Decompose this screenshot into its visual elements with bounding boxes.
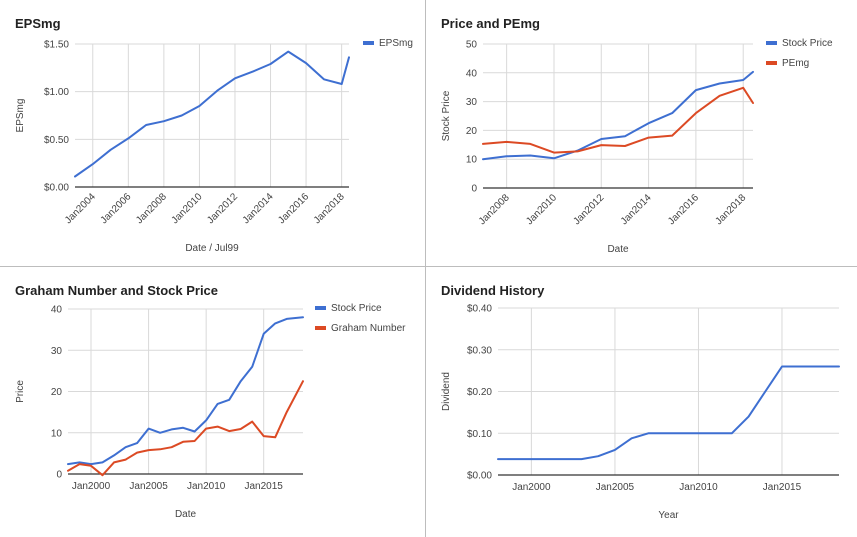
x-tick-label: Jan2008 xyxy=(477,192,512,227)
separator-vertical xyxy=(425,0,426,537)
series-line-dividend xyxy=(497,365,840,461)
x-axis-title: Date / Jul99 xyxy=(185,243,239,254)
series-line-graham-number xyxy=(67,380,304,477)
chart-panel-dividend: Dividend History Jan2000 Jan2005 Jan2010 Jan… xyxy=(427,268,855,536)
y-tick-label: $0.40 xyxy=(467,304,492,315)
y-tick-label: 20 xyxy=(466,126,478,137)
separator-horizontal xyxy=(0,266,857,267)
series-line-pemg xyxy=(482,86,754,154)
y-axis-title: Dividend xyxy=(441,372,452,411)
x-axis-title: Date xyxy=(607,244,629,255)
y-tick-label: 0 xyxy=(56,470,62,481)
x-tick-label: Jan2016 xyxy=(666,192,701,227)
y-tick-label: 0 xyxy=(471,184,477,195)
chart-title: EPSmg xyxy=(15,16,61,31)
y-tick-label: 30 xyxy=(51,346,63,357)
y-tick-label: 20 xyxy=(51,387,63,398)
y-tick-label: 10 xyxy=(51,428,63,439)
y-tick-label: 40 xyxy=(51,305,63,316)
y-tick-label: $1.00 xyxy=(44,87,69,98)
legend-label: Graham Number xyxy=(331,323,406,334)
x-tick-label: Jan2010 xyxy=(170,191,205,226)
x-tick-label: Jan2018 xyxy=(312,191,347,226)
x-tick-label: Jan2000 xyxy=(512,482,551,493)
y-axis-title: EPSmg xyxy=(15,99,26,133)
legend-label: Stock Price xyxy=(782,38,833,49)
x-axis-title: Date xyxy=(175,509,197,520)
y-axis-title: Stock Price xyxy=(441,90,452,141)
series-line-epsmg xyxy=(74,50,350,178)
series-line-stock-price xyxy=(67,316,304,466)
x-tick-label: Jan2008 xyxy=(134,191,169,226)
x-tick-label: Jan2014 xyxy=(241,191,276,226)
y-tick-label: $0.00 xyxy=(467,471,492,482)
x-tick-label: Jan2015 xyxy=(245,481,284,492)
y-axis-title: Price xyxy=(15,380,26,403)
legend-swatch xyxy=(315,306,326,310)
y-tick-label: $1.50 xyxy=(44,40,69,51)
series-line-stock-price xyxy=(482,70,754,161)
legend-label: Stock Price xyxy=(331,303,382,314)
chart-title: Price and PEmg xyxy=(441,16,540,31)
y-tick-label: 30 xyxy=(466,97,478,108)
x-tick-label: Jan2012 xyxy=(571,192,606,227)
y-tick-label: 50 xyxy=(466,40,478,51)
legend-swatch xyxy=(315,326,326,330)
chart-svg-price-pemg: Price and PEmg Jan2008 Jan2010 Jan2012 Jan20… xyxy=(441,16,833,255)
x-tick-label: Jan2010 xyxy=(679,482,718,493)
chart-svg-graham: Graham Number and Stock Price Jan2000 Jan2… xyxy=(15,283,406,520)
x-tick-label: Jan2010 xyxy=(187,481,226,492)
chart-title: Graham Number and Stock Price xyxy=(15,283,218,298)
chart-title: Dividend History xyxy=(441,283,545,298)
chart-svg-epsmg: EPSmg Jan2004 Jan2006 Jan2008 Jan2010 Jan2012… xyxy=(15,16,413,254)
x-tick-label: Jan2018 xyxy=(713,192,748,227)
y-tick-label: $0.10 xyxy=(467,429,492,440)
x-tick-label: Jan2000 xyxy=(72,481,111,492)
y-tick-label: $0.30 xyxy=(467,345,492,356)
legend-swatch xyxy=(766,41,777,45)
y-tick-label: 10 xyxy=(466,155,478,166)
chart-panel-graham: Graham Number and Stock Price Jan2000 Jan2… xyxy=(1,268,424,536)
y-tick-label: $0.00 xyxy=(44,183,69,194)
legend-swatch xyxy=(363,41,374,45)
x-tick-label: Jan2010 xyxy=(524,192,559,227)
chart-svg-dividend: Dividend History Jan2000 Jan2005 Jan2010 Jan… xyxy=(441,283,840,521)
x-tick-label: Jan2005 xyxy=(596,482,635,493)
x-tick-label: Jan2012 xyxy=(205,191,240,226)
x-tick-label: Jan2016 xyxy=(276,191,311,226)
x-tick-label: Jan2014 xyxy=(619,192,654,227)
chart-panel-epsmg: EPSmg Jan2004 Jan2006 Jan2008 Jan2010 Jan2012… xyxy=(1,1,424,265)
y-tick-label: $0.20 xyxy=(467,387,492,398)
legend-label: PEmg xyxy=(782,58,809,69)
chart-panel-price-pemg: Price and PEmg Jan2008 Jan2010 Jan2012 Jan20… xyxy=(427,1,855,265)
legend-swatch xyxy=(766,61,777,65)
x-tick-label: Jan2006 xyxy=(99,191,134,226)
y-tick-label: 40 xyxy=(466,68,478,79)
x-tick-label: Jan2015 xyxy=(763,482,802,493)
x-tick-label: Jan2005 xyxy=(129,481,168,492)
x-axis-title: Year xyxy=(658,510,679,521)
x-tick-label: Jan2004 xyxy=(63,191,98,226)
y-tick-label: $0.50 xyxy=(44,135,69,146)
legend-label: EPSmg xyxy=(379,38,413,49)
